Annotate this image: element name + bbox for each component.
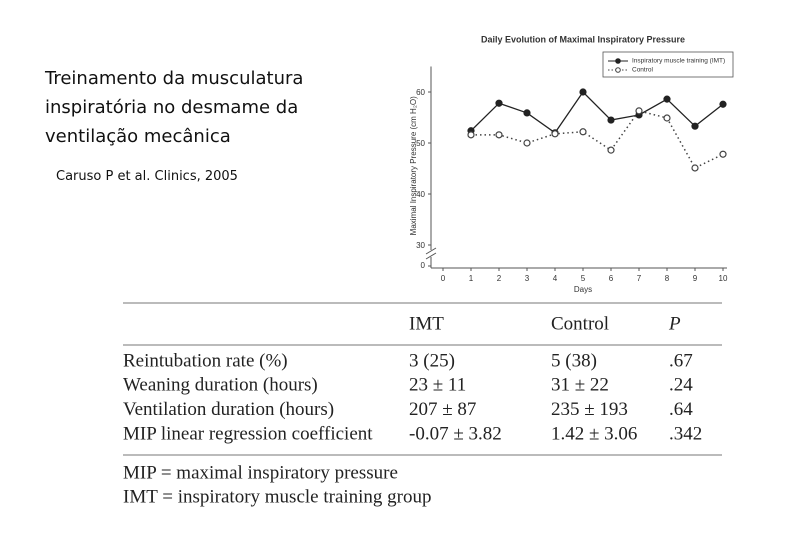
column-header: IMT [409, 313, 444, 334]
x-tick-label: 9 [693, 274, 698, 283]
table-cell: 1.42 ± 3.06 [551, 423, 637, 444]
slide-title: ventilação mecânica [45, 126, 231, 147]
y-tick-label: 50 [416, 139, 425, 148]
table-cell: .64 [669, 399, 693, 420]
y-axis-label: Maximal Inspiratory Pressure (cm H₂O) [409, 96, 418, 235]
legend-marker [615, 67, 621, 73]
data-point [579, 88, 587, 96]
column-header: P [668, 313, 681, 334]
table: IMT Control P Reintubation rate (%) 3 (25) 5 … [123, 302, 722, 507]
x-tick-label: 7 [637, 274, 642, 283]
row-label: MIP linear regression coefficient [123, 423, 373, 444]
data-point [691, 122, 699, 130]
data-point [663, 95, 671, 103]
axis-break [425, 247, 437, 255]
legend-label: Control [632, 67, 654, 74]
y-tick-label: 30 [416, 241, 425, 250]
table-cell: 207 ± 87 [409, 399, 476, 420]
table-cell: .67 [669, 350, 693, 371]
table-cell: 5 (38) [551, 350, 597, 371]
data-point [691, 164, 699, 172]
data-point [719, 100, 727, 108]
data-point [607, 116, 615, 124]
data-point [495, 131, 503, 139]
table-cell: .24 [669, 375, 693, 396]
x-tick-label: 3 [525, 274, 530, 283]
legend-box [602, 51, 734, 78]
legend-label: Inspiratory muscle training (IMT) [632, 58, 725, 65]
table-cell: 235 ± 193 [551, 399, 628, 420]
x-tick-label: 0 [441, 274, 446, 283]
data-point [523, 139, 531, 147]
x-tick-label: 10 [719, 274, 728, 283]
x-tick-label: 2 [497, 274, 502, 283]
row-label: Ventilation duration (hours) [123, 399, 334, 420]
citation: Caruso P et al. Clinics, 2005 [56, 169, 238, 184]
y-tick-label: 0 [421, 261, 426, 270]
column-header: Control [551, 313, 609, 334]
data-point [579, 128, 587, 136]
data-point [635, 107, 643, 115]
footnote: MIP = maximal inspiratory pressure [123, 462, 398, 483]
y-tick-label: 60 [416, 88, 425, 97]
table-cell: -0.07 ± 3.82 [409, 423, 502, 444]
x-tick-label: 8 [665, 274, 670, 283]
data-point [551, 130, 559, 138]
y-tick-label: 40 [416, 190, 425, 199]
series-line [470, 90, 724, 134]
data-point [495, 99, 503, 107]
x-tick-label: 1 [469, 274, 474, 283]
row-label: Reintubation rate (%) [123, 350, 288, 371]
footnote: IMT = inspiratory muscle training group [123, 486, 432, 507]
data-point [719, 150, 727, 158]
row-label: Weaning duration (hours) [123, 375, 318, 396]
data-point [607, 146, 615, 154]
chart: Daily Evolution of Maximal Inspiratory P… [409, 34, 734, 294]
x-axis-label: Days [574, 285, 592, 294]
data-point [523, 109, 531, 117]
x-tick-label: 4 [553, 274, 558, 283]
slide-title: Treinamento da musculatura [44, 68, 303, 89]
data-point [467, 131, 475, 139]
table-cell: 3 (25) [409, 350, 455, 371]
chart-title: Daily Evolution of Maximal Inspiratory P… [481, 34, 685, 44]
data-point [663, 114, 671, 122]
legend-marker [615, 58, 621, 64]
axis-break [425, 252, 437, 260]
x-tick-label: 5 [581, 274, 586, 283]
series-line [471, 110, 724, 169]
x-tick-label: 6 [609, 274, 614, 283]
table-cell: .342 [669, 423, 702, 444]
table-cell: 31 ± 22 [551, 375, 609, 396]
table-cell: 23 ± 11 [409, 375, 466, 396]
slide-title: inspiratória no desmame da [45, 97, 298, 118]
